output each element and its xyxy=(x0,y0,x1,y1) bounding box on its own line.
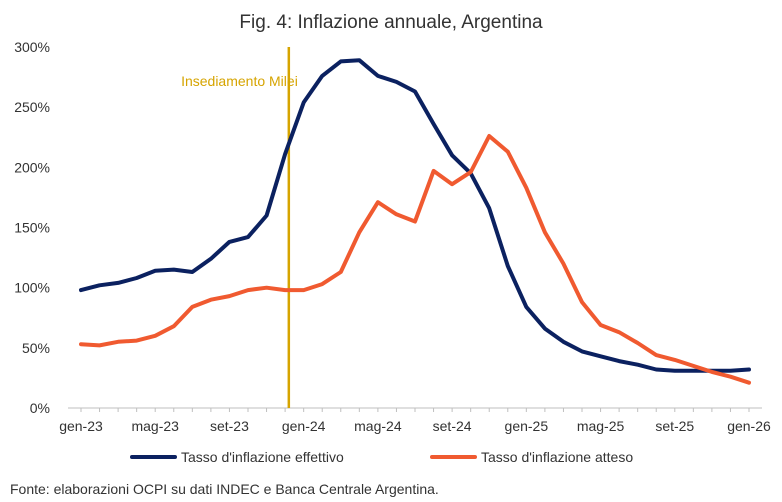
series-line-atteso xyxy=(79,134,751,385)
x-tick-label: set-24 xyxy=(433,418,472,434)
series-lines xyxy=(79,58,751,385)
series-line-effettivo xyxy=(79,58,751,373)
x-axis-labels: gen-23 mag-23 set-23 gen-24 mag-24 set-24 gen-… xyxy=(59,418,771,434)
x-axis xyxy=(68,407,762,412)
y-tick-label: 250% xyxy=(14,99,50,115)
x-tick-label: mag-23 xyxy=(131,418,179,434)
x-tick-label: mag-24 xyxy=(354,418,402,434)
legend-label: Tasso d'inflazione effettivo xyxy=(181,449,344,465)
y-tick-label: 150% xyxy=(14,220,50,236)
x-tick-label: mag-25 xyxy=(577,418,625,434)
y-axis: 0% 50% 100% 150% 200% 250% 300% xyxy=(14,39,50,416)
y-tick-label: 300% xyxy=(14,39,50,55)
y-tick-label: 50% xyxy=(22,340,50,356)
x-tick-label: set-23 xyxy=(210,418,249,434)
x-tick-label: gen-23 xyxy=(59,418,103,434)
y-tick-label: 0% xyxy=(30,400,50,416)
chart-title: Fig. 4: Inflazione annuale, Argentina xyxy=(239,12,543,33)
legend-label: Tasso d'inflazione atteso xyxy=(481,449,633,465)
y-tick-label: 100% xyxy=(14,280,50,296)
x-tick-label: set-25 xyxy=(655,418,694,434)
x-tick-label: gen-25 xyxy=(505,418,549,434)
legend: Tasso d'inflazione effettivo Tasso d'infl… xyxy=(130,449,633,465)
y-tick-label: 200% xyxy=(14,159,50,175)
annotations: Insediamento Milei xyxy=(181,47,298,408)
x-tick-label: gen-24 xyxy=(282,418,326,434)
milei-inauguration-label: Insediamento Milei xyxy=(181,73,298,89)
source-note: Fonte: elaborazioni OCPI su dati INDEC e… xyxy=(10,481,439,497)
x-tick-label: gen-26 xyxy=(727,418,771,434)
